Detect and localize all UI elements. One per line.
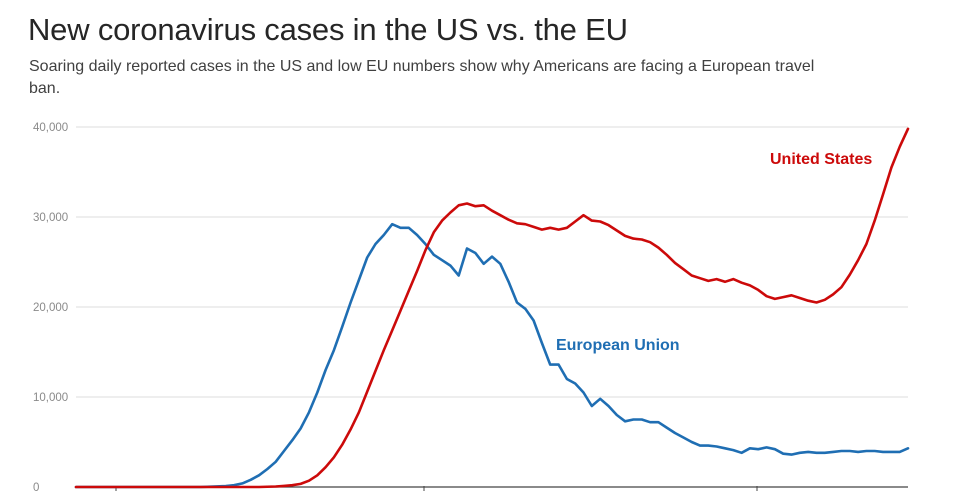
- y-tick-label: 30,000: [33, 212, 68, 224]
- series-label-european-union: European Union: [556, 337, 680, 354]
- y-tick-label: 10,000: [33, 392, 68, 404]
- series-group: [74, 127, 910, 489]
- chart-title: New coronavirus cases in the US vs. the …: [28, 12, 628, 47]
- y-tick-label: 0: [33, 482, 39, 491]
- grid: 0 10,000 20,000 30,000 40,000: [33, 122, 908, 491]
- series-label-united-states: United States: [770, 151, 872, 168]
- series-line-united-states: [74, 127, 910, 489]
- series-line-european-union: [74, 222, 910, 489]
- y-tick-label: 20,000: [33, 302, 68, 314]
- y-tick-label: 40,000: [33, 122, 68, 134]
- chart-subtitle: Soaring daily reported cases in the US a…: [29, 58, 815, 97]
- series-labels: United States European Union: [556, 151, 872, 354]
